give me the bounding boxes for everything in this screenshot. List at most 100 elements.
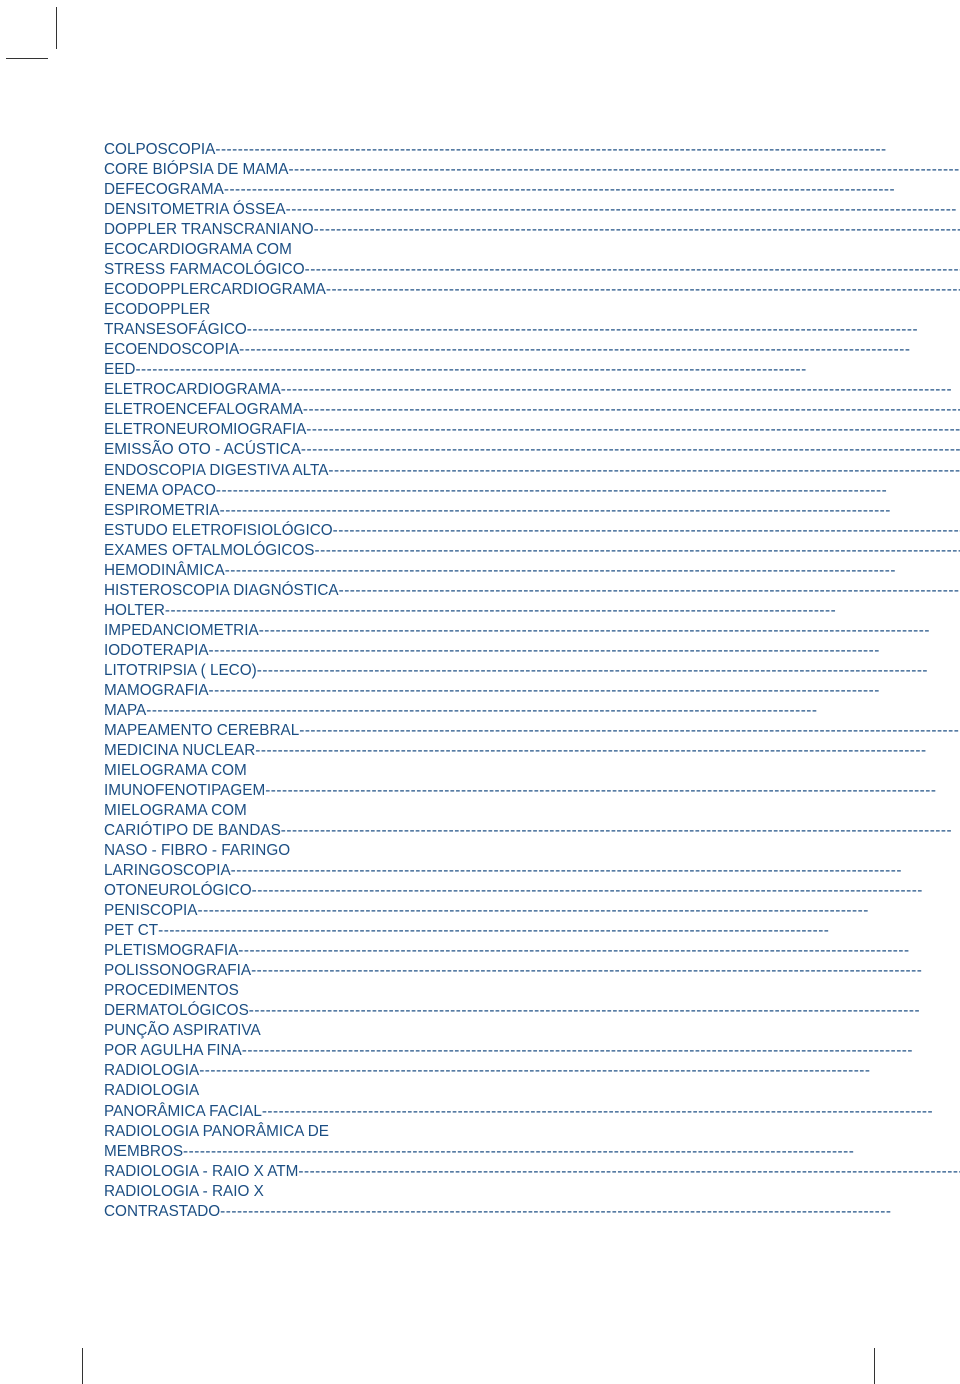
index-entry-label: OTONEUROLÓGICO bbox=[104, 881, 252, 901]
index-entry-label: CONTRASTADO bbox=[104, 1202, 220, 1222]
index-entry-leader: ----------------------------------------… bbox=[305, 260, 960, 280]
index-entry-leader: ----------------------------------------… bbox=[220, 501, 960, 521]
index-entry-leader: ----------------------------------------… bbox=[238, 941, 960, 961]
index-entry-leader: ----------------------------------------… bbox=[339, 581, 960, 601]
index-entry-leader: ----------------------------------------… bbox=[301, 440, 960, 460]
index-entry-leader: ----------------------------------------… bbox=[288, 160, 960, 180]
index-entry-label: MAMOGRAFIA bbox=[104, 681, 209, 701]
index-entry-continuation: PROCEDIMENTOS bbox=[104, 981, 960, 1001]
index-entry-label: ELETROENCEFALOGRAMA bbox=[104, 400, 303, 420]
index-entry-leader: ----------------------------------------… bbox=[281, 821, 960, 841]
index-entry-label: ELETRONEUROMIOGRAFIA bbox=[104, 420, 306, 440]
index-entry-label: IODOTERAPIA bbox=[104, 641, 209, 661]
crop-mark bbox=[82, 1348, 83, 1384]
index-entry: ENEMA OPACO-----------------------------… bbox=[104, 481, 960, 501]
index-entry: RADIOLOGIA------------------------------… bbox=[104, 1061, 960, 1081]
index-entry: IMPEDANCIOMETRIA -----------------------… bbox=[104, 621, 960, 641]
index-entry-continuation: MIELOGRAMA COM bbox=[104, 801, 960, 821]
index-entry-leader: ----------------------------------------… bbox=[286, 200, 960, 220]
index-entry: PET CT----------------------------------… bbox=[104, 921, 960, 941]
index-entry-leader: ----------------------------------------… bbox=[209, 641, 960, 661]
index-entry-leader: ----------------------------------------… bbox=[315, 541, 960, 561]
index-entry: ELETROCARDIOGRAMA-----------------------… bbox=[104, 380, 960, 400]
index-entry-leader: ----------------------------------------… bbox=[306, 420, 960, 440]
index-entry: CONTRASTADO-----------------------------… bbox=[104, 1202, 960, 1222]
index-entry-leader: ----------------------------------------… bbox=[242, 1041, 960, 1061]
index-entry-leader: ----------------------------------------… bbox=[165, 601, 960, 621]
index-entry: MEDICINA NUCLEAR------------------------… bbox=[104, 741, 960, 761]
index-entry-leader: ----------------------------------------… bbox=[249, 1001, 960, 1021]
index-entry-leader: ----------------------------------------… bbox=[158, 921, 960, 941]
index-entry-label: LARINGOSCOPIA bbox=[104, 861, 231, 881]
index-entry-label: ELETROCARDIOGRAMA bbox=[104, 380, 281, 400]
index-entry-label: DERMATOLÓGICOS bbox=[104, 1001, 249, 1021]
index-entry-label: DOPPLER TRANSCRANIANO bbox=[104, 220, 314, 240]
index-entry: DEFECOGRAMA-----------------------------… bbox=[104, 180, 960, 200]
index-entry: MAPEAMENTO CEREBRAL --------------------… bbox=[104, 721, 960, 741]
index-entry-continuation: NASO - FIBRO - FARINGO bbox=[104, 841, 960, 861]
index-entry: RADIOLOGIA - RAIO X ATM ----------------… bbox=[104, 1162, 960, 1182]
index-entry-label: MAPA bbox=[104, 701, 146, 721]
index-entry-label: COLPOSCOPIA bbox=[104, 140, 215, 160]
index-entry: CARIÓTIPO DE BANDAS---------------------… bbox=[104, 821, 960, 841]
index-entry: TRANSESOFÁGICO--------------------------… bbox=[104, 320, 960, 340]
index-entry-leader: ----------------------------------------… bbox=[209, 681, 960, 701]
index-entry: PENISCOPIA -----------------------------… bbox=[104, 901, 960, 921]
index-entry-label: IMUNOFENOTIPAGEM bbox=[104, 781, 265, 801]
index-entry-leader: ----------------------------------------… bbox=[220, 1202, 960, 1222]
index-entry-label: CARIÓTIPO DE BANDAS bbox=[104, 821, 281, 841]
index-entry-leader: ----------------------------------------… bbox=[265, 781, 960, 801]
index-entry: PLETISMOGRAFIA -------------------------… bbox=[104, 941, 960, 961]
index-entry: ECODOPPLERCARDIOGRAMA-------------------… bbox=[104, 280, 960, 300]
index-entry-continuation: ECOCARDIOGRAMA COM bbox=[104, 240, 960, 260]
index-entry: ESPIROMETRIA----------------------------… bbox=[104, 501, 960, 521]
index-entry-leader: ----------------------------------------… bbox=[298, 1162, 960, 1182]
index-entry-label: PENISCOPIA bbox=[104, 901, 198, 921]
index-entry-leader: ----------------------------------------… bbox=[252, 881, 960, 901]
index-entry: HEMODINÂMICA----------------------------… bbox=[104, 561, 960, 581]
index-entry: ENDOSCOPIA DIGESTIVA ALTA---------------… bbox=[104, 461, 960, 481]
crop-mark bbox=[56, 7, 57, 49]
index-entry: HISTEROSCOPIA DIAGNÓSTICA---------------… bbox=[104, 581, 960, 601]
index-entry-continuation: ECODOPPLER bbox=[104, 300, 960, 320]
index-entry: DERMATOLÓGICOS -------------------------… bbox=[104, 1001, 960, 1021]
index-entry: ELETROENCEFALOGRAMA---------------------… bbox=[104, 400, 960, 420]
index-entry-label: POLISSONOGRAFIA bbox=[104, 961, 251, 981]
index-entry: IMUNOFENOTIPAGEM------------------------… bbox=[104, 781, 960, 801]
index-entry-label: MEDICINA NUCLEAR bbox=[104, 741, 255, 761]
index-entry: LARINGOSCOPIA---------------------------… bbox=[104, 861, 960, 881]
index-entry-label: EED bbox=[104, 360, 135, 380]
index-entry-label: ENEMA OPACO bbox=[104, 481, 216, 501]
index-entry: POLISSONOGRAFIA-------------------------… bbox=[104, 961, 960, 981]
index-entry-leader: ----------------------------------------… bbox=[135, 360, 960, 380]
page: COLPOSCOPIA -----------------------------… bbox=[0, 0, 960, 1384]
index-entry-leader: ----------------------------------------… bbox=[224, 180, 960, 200]
index-entry: OTONEUROLÓGICO--------------------------… bbox=[104, 881, 960, 901]
index-entry-continuation: RADIOLOGIA - RAIO X bbox=[104, 1182, 960, 1202]
index-entry-label: LITOTRIPSIA ( LECO) bbox=[104, 661, 257, 681]
index-entry-label: HOLTER bbox=[104, 601, 165, 621]
crop-mark bbox=[6, 58, 48, 59]
index-entry-leader: ----------------------------------------… bbox=[262, 1102, 960, 1122]
index-entry-label: RADIOLOGIA bbox=[104, 1061, 199, 1081]
index-entry: STRESS FARMACOLÓGICO -------------------… bbox=[104, 260, 960, 280]
index-entry-continuation: MIELOGRAMA COM bbox=[104, 761, 960, 781]
index-entry-label: RADIOLOGIA - RAIO X ATM bbox=[104, 1162, 298, 1182]
index-entry-label: EXAMES OFTALMOLÓGICOS bbox=[104, 541, 315, 561]
index-entry-leader: ----------------------------------------… bbox=[303, 400, 960, 420]
index-entry-label: DENSITOMETRIA ÓSSEA bbox=[104, 200, 286, 220]
index-entry: CORE BIÓPSIA DE MAMA -------------------… bbox=[104, 160, 960, 180]
index-entry-label: PANORÂMICA FACIAL bbox=[104, 1102, 262, 1122]
crop-mark bbox=[874, 1348, 875, 1384]
index-entry-label: PLETISMOGRAFIA bbox=[104, 941, 238, 961]
index-entry: DENSITOMETRIA ÓSSEA---------------------… bbox=[104, 200, 960, 220]
index-entry-label: TRANSESOFÁGICO bbox=[104, 320, 247, 340]
index-entry-leader: ----------------------------------------… bbox=[198, 901, 960, 921]
index-entry-label: HISTEROSCOPIA DIAGNÓSTICA bbox=[104, 581, 339, 601]
index-entry-leader: ----------------------------------------… bbox=[251, 961, 960, 981]
index-entry: MAPA -----------------------------------… bbox=[104, 701, 960, 721]
index-entry: EED ------------------------------------… bbox=[104, 360, 960, 380]
index-entry-leader: ----------------------------------------… bbox=[225, 561, 960, 581]
index-entry-label: HEMODINÂMICA bbox=[104, 561, 225, 581]
index-entry-leader: ----------------------------------------… bbox=[281, 380, 960, 400]
